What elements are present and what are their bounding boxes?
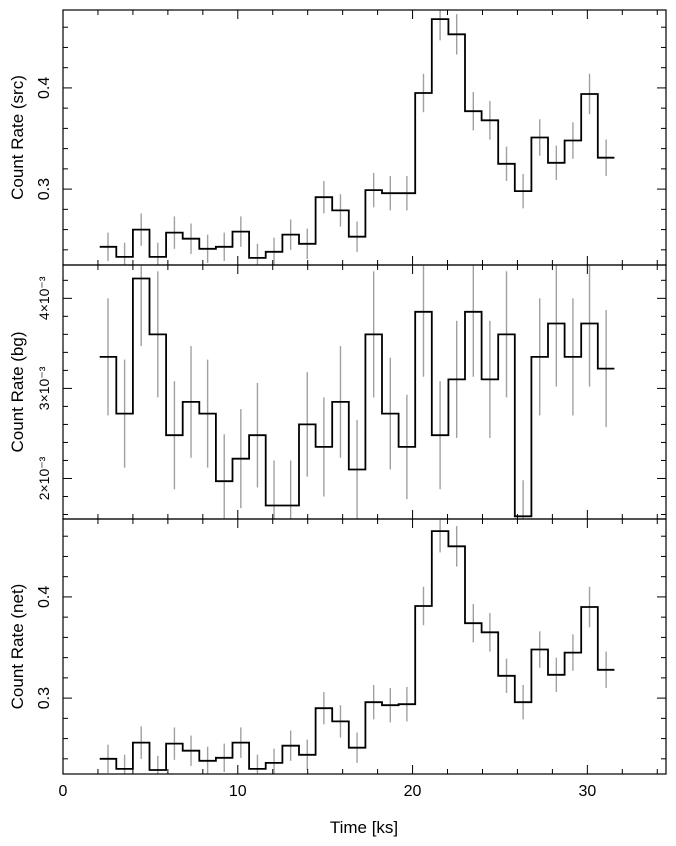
panel-src: 0.3 0.4 Count Rate (src) [8, 9, 667, 266]
series-line-src [99, 18, 615, 259]
series-line-bg [99, 277, 615, 518]
x-tick-label: 10 [229, 783, 247, 800]
x-axis-label: Time [ks] [330, 818, 398, 837]
panel-net: 0.3 0.4 0 10 20 30 Count Rate (net) [8, 518, 667, 800]
y-tick-label: 0.3 [36, 178, 53, 200]
x-tick-label: 0 [59, 783, 68, 800]
x-tick-label: 30 [578, 783, 596, 800]
y-tick-label: 2×10⁻³ [36, 456, 52, 500]
y-tick-label: 3×10⁻³ [36, 366, 52, 410]
x-tick-label: 20 [404, 783, 422, 800]
y-tick-label: 0.4 [36, 77, 53, 99]
y-axis-label: Count Rate (src) [8, 75, 27, 200]
panel-bg: 2×10⁻³ 3×10⁻³ 4×10⁻³ Count Rate (bg) [8, 264, 667, 520]
y-tick-label: 0.4 [36, 586, 53, 608]
y-axis-label: Count Rate (bg) [8, 332, 27, 453]
error-bars-src [107, 10, 607, 265]
panels: 0.3 0.4 Count Rate (src) 2×10⁻³ 3×10⁻³ 4×10⁻³… [8, 9, 667, 800]
series-line-net [99, 530, 615, 771]
y-axis-label: Count Rate (net) [8, 584, 27, 710]
y-tick-label: 4×10⁻³ [36, 276, 52, 320]
panel-frame [62, 518, 667, 775]
y-tick-label: 0.3 [36, 687, 53, 709]
